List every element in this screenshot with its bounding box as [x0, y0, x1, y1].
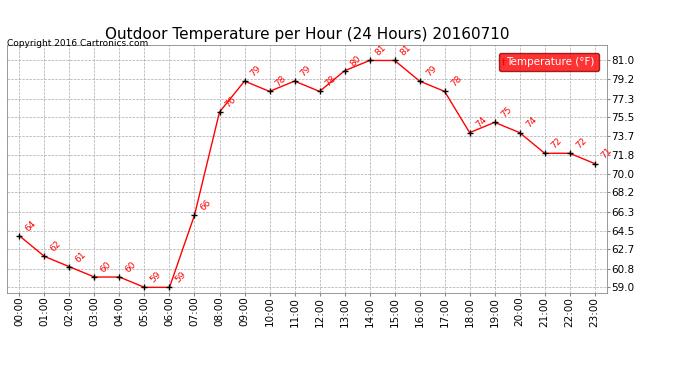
Text: 61: 61	[74, 249, 88, 264]
Text: 74: 74	[524, 116, 538, 130]
Text: 79: 79	[424, 64, 438, 78]
Title: Outdoor Temperature per Hour (24 Hours) 20160710: Outdoor Temperature per Hour (24 Hours) …	[105, 27, 509, 42]
Text: Copyright 2016 Cartronics.com: Copyright 2016 Cartronics.com	[7, 39, 148, 48]
Text: 81: 81	[399, 43, 413, 58]
Text: 78: 78	[448, 74, 463, 88]
Legend: Temperature (°F): Temperature (°F)	[499, 53, 599, 71]
Text: 80: 80	[348, 54, 363, 68]
Text: 78: 78	[274, 74, 288, 88]
Text: 76: 76	[224, 95, 238, 109]
Text: 74: 74	[474, 116, 489, 130]
Text: 72: 72	[549, 136, 563, 150]
Text: 66: 66	[199, 198, 213, 212]
Text: 71: 71	[599, 146, 613, 161]
Text: 79: 79	[299, 64, 313, 78]
Text: 59: 59	[174, 270, 188, 285]
Text: 64: 64	[23, 219, 38, 233]
Text: 60: 60	[99, 260, 113, 274]
Text: 78: 78	[324, 74, 338, 88]
Text: 79: 79	[248, 64, 263, 78]
Text: 60: 60	[124, 260, 138, 274]
Text: 62: 62	[48, 239, 63, 254]
Text: 59: 59	[148, 270, 163, 285]
Text: 72: 72	[574, 136, 589, 150]
Text: 75: 75	[499, 105, 513, 120]
Text: 81: 81	[374, 43, 388, 58]
